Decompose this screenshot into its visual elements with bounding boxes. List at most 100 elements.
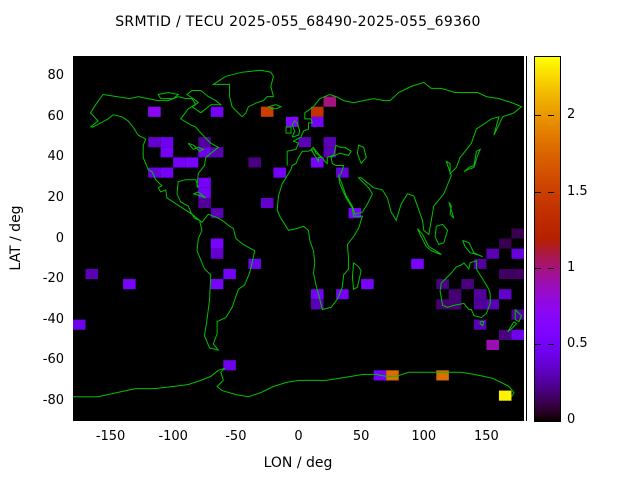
x-tick-label: -100 [158, 429, 188, 444]
y-tick-label: -40 [42, 311, 64, 327]
tec-cell [148, 137, 161, 148]
tec-cell [361, 279, 374, 290]
tec-cell [473, 258, 487, 269]
tec-cell [511, 248, 524, 259]
tec-cell [210, 248, 224, 259]
tec-cell [223, 268, 236, 280]
tec-cell [273, 167, 286, 178]
tec-cell [511, 309, 524, 320]
plot-right-border [526, 56, 527, 421]
colorbar-tick-label: 1.5 [567, 184, 588, 199]
x-tick-label: 0 [294, 429, 303, 444]
x-tick-label: 150 [473, 429, 499, 444]
tec-cell [311, 116, 324, 127]
tec-cell [498, 329, 512, 340]
coastline [479, 321, 485, 327]
tec-cell [210, 106, 224, 117]
tec-cell [436, 279, 449, 290]
colorbar-tick-mark [535, 115, 541, 116]
coastline [187, 142, 205, 152]
tec-cell [498, 238, 512, 249]
tec-cell [210, 147, 224, 158]
y-tick-label: 0 [55, 230, 64, 246]
tec-cell [336, 167, 349, 178]
y-tick-label: 40 [47, 149, 64, 165]
x-tick-label: -150 [95, 429, 126, 444]
colorbar-tick-label: 0.5 [567, 336, 588, 351]
tec-cell [511, 228, 524, 239]
tec-cell [198, 147, 211, 158]
tec-cell [123, 279, 136, 290]
tec-cell [248, 157, 261, 168]
tec-cell [223, 360, 236, 371]
tec-cell [461, 279, 474, 290]
coastline [448, 201, 455, 219]
y-tick-label: -60 [42, 352, 64, 368]
coastline [267, 104, 283, 110]
tec-cell [260, 106, 274, 117]
tec-cell [210, 279, 224, 290]
tec-cell [498, 268, 512, 280]
tec-cell [198, 137, 211, 148]
tec-cell [448, 289, 462, 300]
coastline [291, 120, 301, 138]
tec-cell [311, 106, 324, 117]
tec-cell [73, 319, 86, 330]
tec-cell [198, 187, 211, 198]
tec-cell [486, 299, 499, 310]
tec-cell [336, 289, 349, 300]
tec-cell [323, 137, 337, 148]
tec-cell [436, 370, 449, 381]
tec-cell [511, 268, 524, 280]
world-tec-heatmap [73, 56, 524, 421]
coastline [351, 262, 362, 290]
tec-cell [411, 258, 424, 269]
colorbar-tick-mark [548, 420, 554, 421]
tec-cell [511, 329, 524, 340]
colorbar-tick-mark [535, 420, 541, 421]
y-tick-label: 20 [47, 189, 64, 205]
tec-cell [298, 137, 312, 148]
tec-cell [473, 319, 487, 330]
coastline [276, 81, 523, 311]
tec-cell [160, 147, 174, 158]
x-tick-label: -50 [225, 429, 247, 444]
tec-cell [285, 116, 299, 127]
tec-cell [210, 238, 224, 249]
tec-cell [323, 96, 337, 107]
x-tick-label: 100 [411, 429, 437, 444]
coastline [507, 321, 518, 333]
colorbar-tick-label: 1 [567, 260, 576, 275]
y-tick-label: 80 [47, 68, 64, 84]
tec-cell [473, 299, 487, 310]
x-tick-label: 50 [352, 429, 370, 444]
colorbar-tick-mark [535, 268, 541, 269]
tec-cell [311, 289, 324, 300]
tec-cell [210, 208, 224, 219]
coastline [193, 191, 207, 199]
tec-cell [185, 157, 199, 168]
tec-cell [498, 390, 512, 401]
tec-cell [198, 177, 211, 188]
tec-cell [160, 137, 174, 148]
tec-cell [386, 370, 399, 381]
colorbar-tick-mark [548, 115, 554, 116]
coastline [462, 240, 483, 258]
y-axis-label: LAT / deg [8, 205, 24, 271]
coastline [356, 144, 367, 164]
tec-cell [448, 299, 462, 310]
tec-cell [248, 258, 261, 269]
y-tick-label: -80 [42, 392, 64, 408]
tec-cell [260, 197, 274, 209]
colorbar-tick-label: 2 [567, 107, 576, 122]
coastline [439, 260, 491, 319]
coastline [186, 90, 223, 114]
tec-cell [486, 248, 499, 259]
y-tick-label: -20 [42, 271, 64, 287]
colorbar-tick-mark [535, 192, 541, 193]
tec-cell [148, 106, 161, 117]
y-tick-label: 60 [47, 108, 64, 124]
tec-cell [148, 167, 161, 178]
tec-cell [173, 157, 186, 168]
